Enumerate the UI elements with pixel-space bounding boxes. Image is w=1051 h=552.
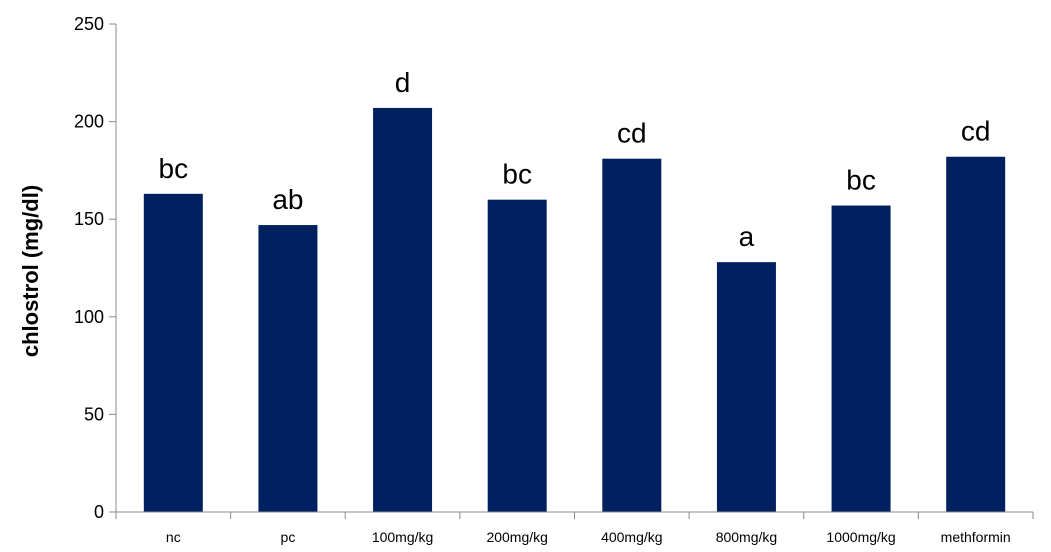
y-axis: 0 50 100 150 200 250 bbox=[74, 14, 117, 522]
bar bbox=[258, 225, 318, 512]
y-tick-label: 150 bbox=[74, 209, 104, 229]
y-tick-label: 100 bbox=[74, 307, 104, 327]
y-tick-label: 250 bbox=[74, 14, 104, 34]
bar bbox=[602, 158, 662, 513]
x-category-label: methformin bbox=[941, 529, 1011, 545]
bar-significance-label: bc bbox=[159, 153, 189, 184]
bar bbox=[831, 205, 891, 512]
y-tick-label: 50 bbox=[84, 404, 104, 424]
bar bbox=[373, 107, 433, 512]
bar-significance-label: d bbox=[395, 67, 411, 98]
bar bbox=[946, 156, 1006, 512]
bar-significance-label: a bbox=[739, 221, 755, 252]
bar-labels-group: bc ab d bc cd a bc cd bbox=[159, 67, 991, 252]
x-category-label: 1000mg/kg bbox=[826, 529, 895, 545]
bar bbox=[487, 199, 547, 512]
x-axis: nc pc 100mg/kg 200mg/kg 400mg/kg 800mg/kg 1000… bbox=[115, 511, 1034, 545]
x-category-label: 400mg/kg bbox=[601, 529, 662, 545]
x-category-label: 200mg/kg bbox=[486, 529, 547, 545]
x-category-label: 100mg/kg bbox=[372, 529, 433, 545]
y-tick-label: 200 bbox=[74, 112, 104, 132]
bar-significance-label: cd bbox=[961, 116, 991, 147]
bar-significance-label: bc bbox=[846, 165, 876, 196]
bar bbox=[716, 262, 776, 512]
bar-significance-label: cd bbox=[617, 118, 647, 149]
bar bbox=[143, 193, 203, 512]
bar-significance-label: ab bbox=[272, 184, 303, 215]
bar-significance-label: bc bbox=[502, 159, 532, 190]
x-category-label: 800mg/kg bbox=[716, 529, 777, 545]
y-tick-label: 0 bbox=[94, 502, 104, 522]
x-category-label: pc bbox=[281, 529, 296, 545]
x-category-label: nc bbox=[166, 529, 181, 545]
bars-group bbox=[143, 107, 1006, 513]
y-axis-title: chlostrol (mg/dl) bbox=[18, 185, 43, 357]
